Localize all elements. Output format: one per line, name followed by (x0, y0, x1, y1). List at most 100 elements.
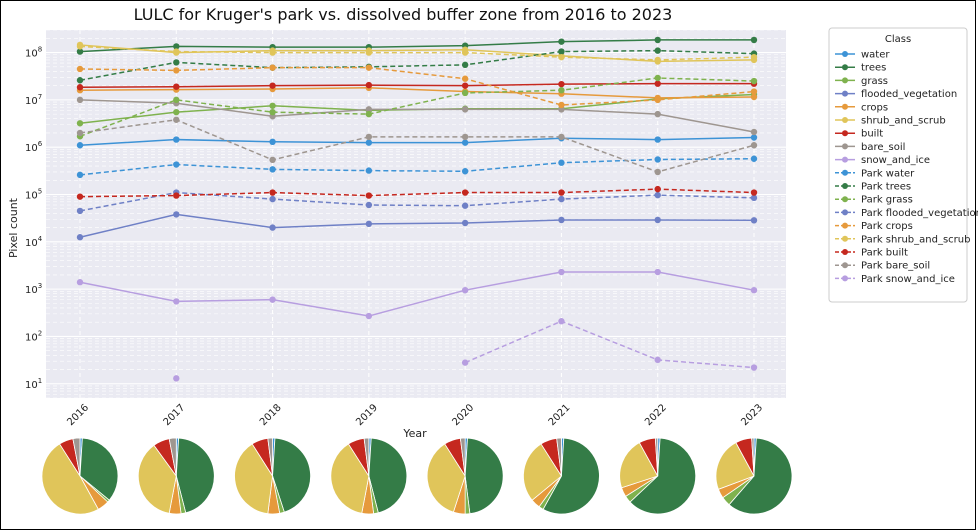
data-point (365, 220, 373, 228)
legend-label: snow_and_ice (861, 155, 930, 166)
pie-slice (629, 437, 697, 515)
data-point (76, 279, 84, 286)
data-point (654, 185, 661, 193)
data-point (654, 191, 661, 199)
data-point (461, 202, 469, 209)
legend-item: Park snow_and_ice (835, 274, 955, 285)
series-built (76, 80, 758, 91)
series-line (79, 82, 754, 88)
legend-marker (842, 196, 848, 203)
legend-title: Class (885, 34, 911, 45)
pie-slice (715, 442, 755, 490)
data-point (750, 194, 758, 202)
data-point (558, 216, 565, 224)
series-park-flooded-vegetation (76, 189, 758, 215)
grid-lines (46, 29, 786, 399)
data-point (461, 49, 469, 56)
series-line (79, 45, 755, 61)
data-point (173, 192, 180, 199)
series-line (79, 49, 755, 81)
legend-marker (842, 262, 848, 269)
x-tick-label: 2022 (643, 402, 669, 428)
data-point (76, 193, 84, 200)
data-point (365, 312, 373, 320)
y-tick-label: 103 (25, 282, 42, 296)
legend-label: Park trees (861, 182, 911, 193)
data-point (750, 93, 758, 101)
data-point (365, 201, 373, 209)
data-point (558, 101, 565, 109)
series-park-built (76, 185, 758, 200)
legend-label: flooded_vegetation (861, 89, 957, 100)
legend-marker (842, 90, 848, 97)
legend-item: grass (835, 76, 888, 87)
data-point (654, 136, 661, 143)
pie-slice (464, 437, 504, 515)
legend-label: bare_soil (861, 142, 905, 153)
data-point (269, 156, 276, 164)
data-point (173, 298, 180, 305)
data-point (750, 134, 758, 141)
y-tick-label: 107 (25, 93, 42, 107)
data-point (269, 138, 276, 146)
data-point (365, 139, 373, 146)
y-tick-label: 104 (25, 235, 43, 249)
pie-slice (459, 437, 466, 477)
pie-2017 (137, 437, 215, 515)
legend-marker (842, 249, 848, 255)
data-point (76, 171, 84, 179)
data-point (654, 268, 661, 276)
legend-label: built (861, 129, 883, 140)
data-point (558, 80, 565, 88)
series-park-shrub-and-scrub (76, 43, 758, 64)
data-point (269, 166, 276, 173)
legend-label: trees (861, 63, 886, 74)
x-tick-label: 2017 (162, 402, 188, 428)
data-point (558, 189, 565, 196)
pie-slice (556, 437, 562, 477)
data-point (269, 189, 276, 196)
series-line (79, 66, 755, 106)
x-axis-ticks: 2016 2017 2018 2019 2020 2021 2022 2023 (65, 402, 765, 428)
data-point (750, 286, 758, 294)
data-point (654, 80, 661, 87)
pie-slice (523, 443, 562, 501)
pie-2020 (426, 437, 504, 515)
legend-label: Park flooded_vegetation (861, 208, 978, 219)
data-point (76, 48, 84, 55)
pie-2016 (41, 437, 119, 515)
legend-marker (842, 103, 848, 110)
data-point (654, 356, 661, 364)
pie-slice (654, 437, 659, 477)
data-point (365, 81, 373, 89)
pie-slice (751, 437, 755, 477)
data-point (269, 64, 276, 71)
y-axis-ticks: 101 102 103 104 105 106 107 108 (25, 46, 43, 391)
pie-slice (426, 443, 466, 513)
data-point (173, 83, 180, 90)
data-point (654, 74, 661, 82)
legend-item: Park flooded_vegetation (835, 208, 978, 219)
legend-marker (842, 117, 848, 123)
data-point (461, 189, 469, 196)
legend-label: Park bare_soil (861, 261, 930, 272)
series-park-snow-and-ice (173, 318, 758, 382)
data-point (365, 133, 373, 141)
pie-slice (272, 437, 311, 513)
data-point (76, 129, 84, 137)
data-point (269, 82, 276, 89)
chart-title: LULC for Kruger's park vs. dissolved buf… (134, 5, 673, 24)
series-line (79, 213, 755, 238)
legend-label: crops (861, 102, 888, 113)
data-point (269, 108, 276, 116)
data-point (365, 49, 373, 56)
legend-item: Park water (835, 168, 915, 179)
data-point (750, 128, 758, 136)
pie-2023 (715, 437, 793, 515)
legend-item: built (835, 129, 883, 140)
legend-marker (842, 156, 848, 163)
data-point (269, 102, 276, 109)
legend-marker (842, 222, 848, 229)
